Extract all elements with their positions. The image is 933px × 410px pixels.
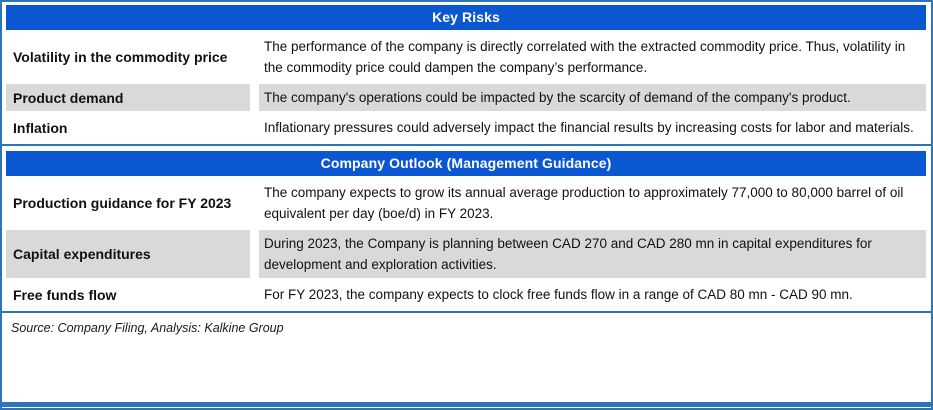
row-text: For FY 2023, the company expects to cloc… (264, 287, 853, 302)
row-text: The company expects to grow its annual a… (264, 185, 904, 221)
table-row: Volatility in the commodity price The pe… (6, 33, 926, 81)
row-label: Free funds flow (13, 286, 117, 303)
row-label: Inflation (13, 119, 68, 136)
table-row: Production guidance for FY 2023 The comp… (6, 179, 926, 227)
table-row: Capital expenditures During 2023, the Co… (6, 230, 926, 278)
row-text: The performance of the company is direct… (264, 39, 906, 75)
table-row: Product demand The company's operations … (6, 84, 926, 111)
table-row: Free funds flow For FY 2023, the company… (6, 281, 926, 308)
section-divider (2, 311, 931, 313)
row-text: The company's operations could be impact… (259, 84, 926, 111)
row-label: Product demand (6, 84, 250, 111)
section-company-outlook: Company Outlook (Management Guidance) Pr… (5, 151, 927, 308)
row-label: Volatility in the commodity price (13, 49, 228, 65)
section-divider (2, 144, 931, 146)
section-header-key-risks: Key Risks (6, 5, 926, 30)
section-key-risks: Key Risks Volatility in the commodity pr… (5, 5, 927, 141)
table-row: Inflation Inflationary pressures could a… (6, 114, 926, 141)
bottom-accent-bar (2, 402, 931, 407)
row-label: Capital expenditures (6, 230, 250, 278)
section-header-company-outlook: Company Outlook (Management Guidance) (6, 151, 926, 176)
row-text: Inflationary pressures could adversely i… (264, 120, 914, 135)
row-text: During 2023, the Company is planning bet… (259, 230, 926, 278)
row-label: Production guidance for FY 2023 (13, 195, 232, 211)
source-note: Source: Company Filing, Analysis: Kalkin… (11, 321, 284, 335)
